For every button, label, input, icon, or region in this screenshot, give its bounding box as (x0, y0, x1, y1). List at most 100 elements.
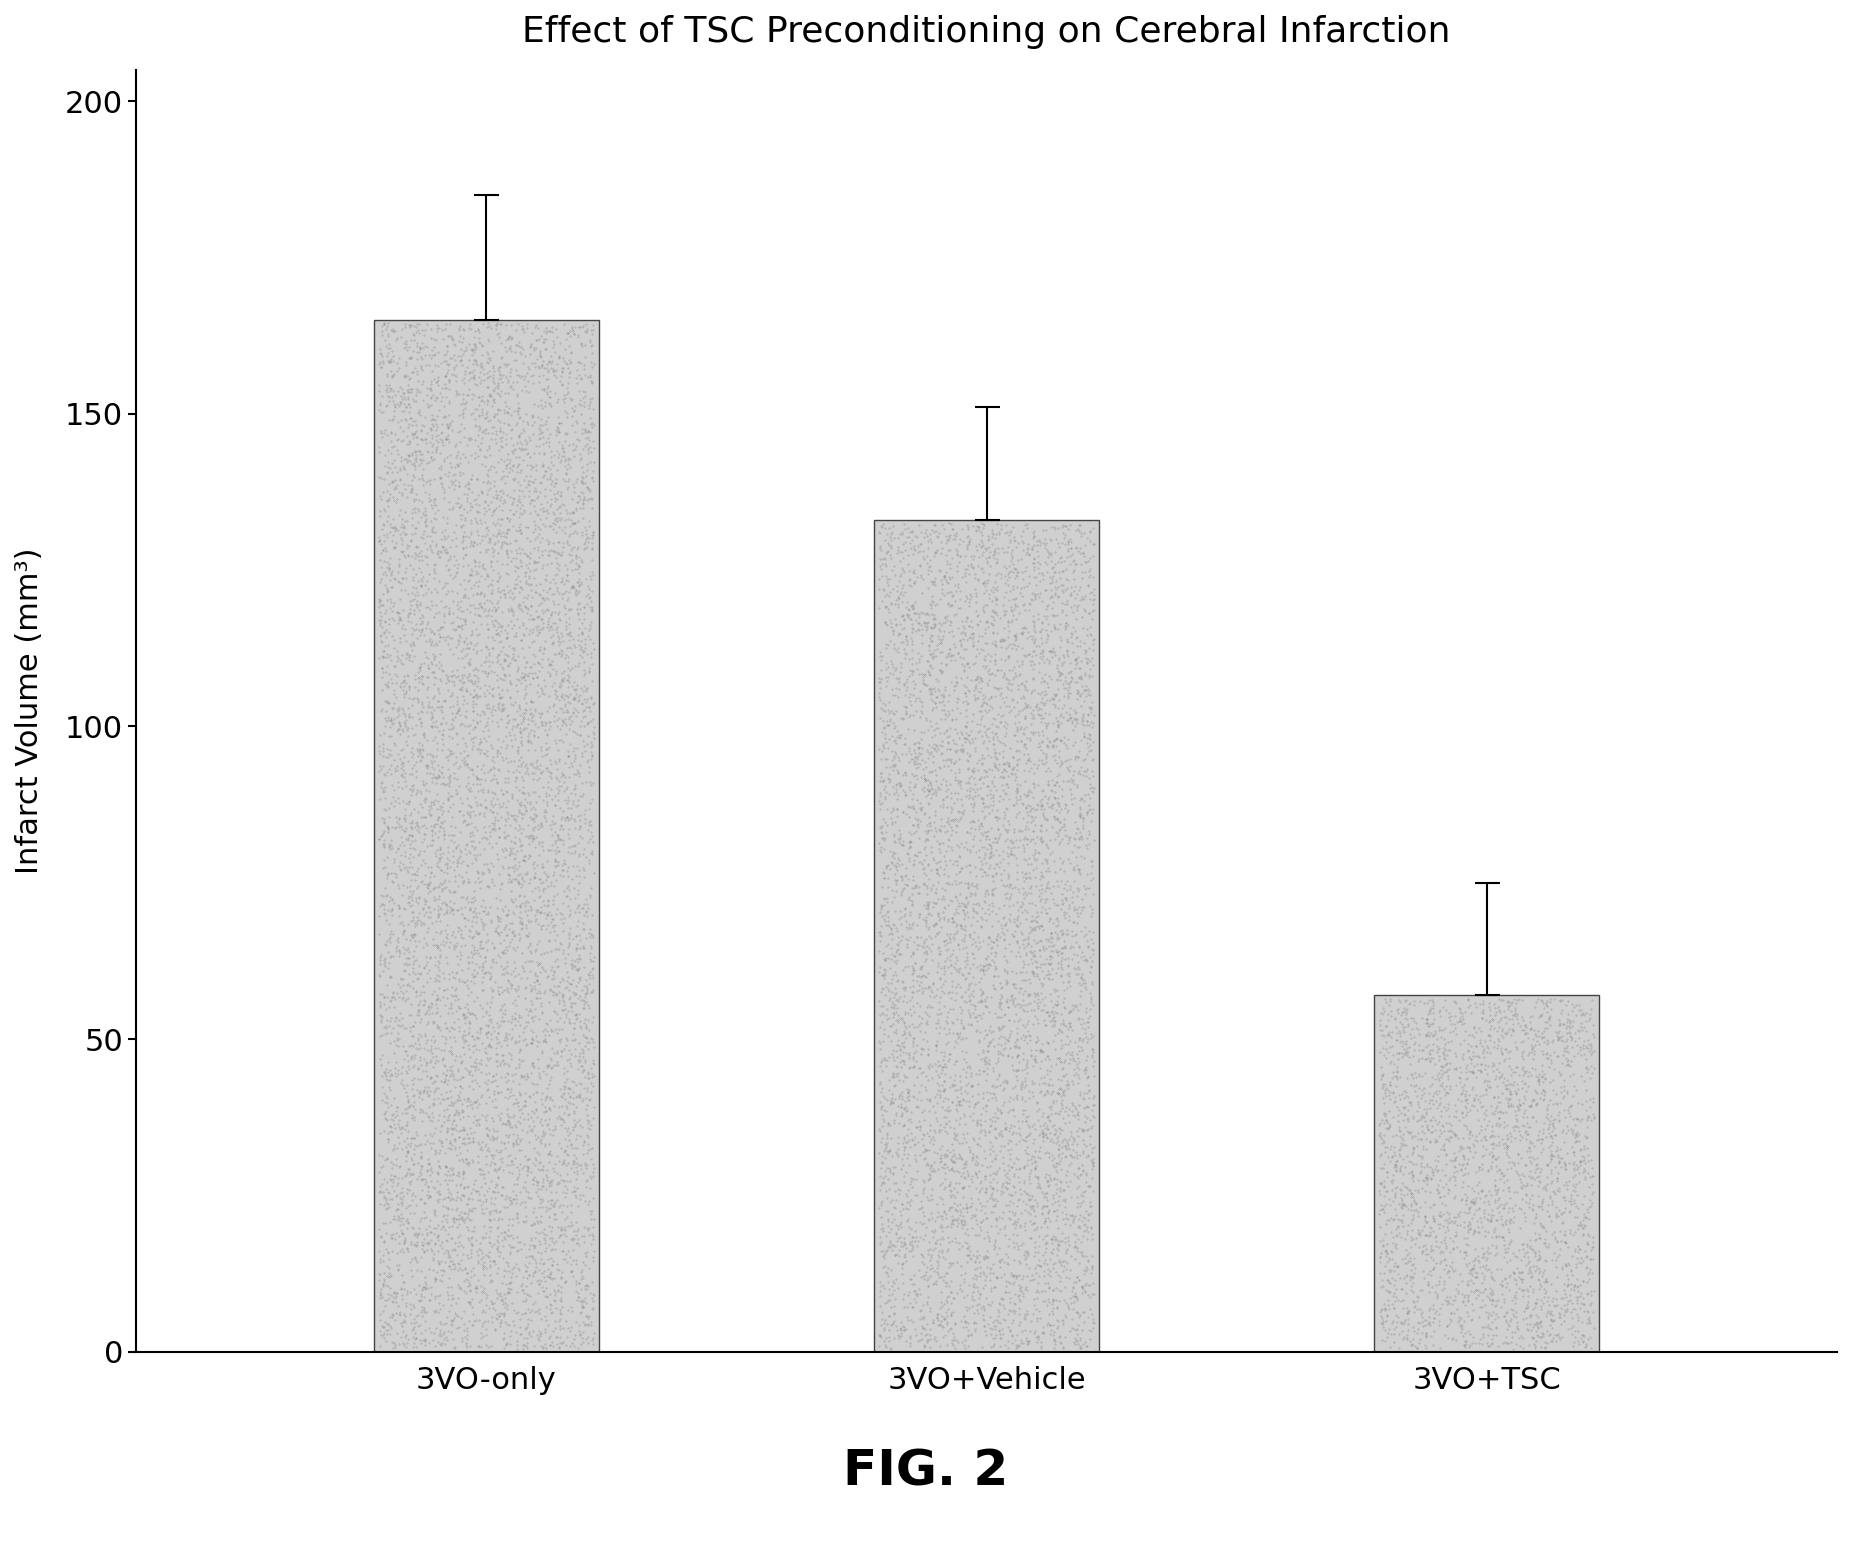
Point (485, 981, 515, 1005)
Point (559, 678, 589, 703)
Point (511, 568, 541, 593)
Point (1050, 1205, 1080, 1230)
Point (520, 615, 550, 640)
Point (574, 796, 604, 821)
Point (498, 376, 528, 401)
Point (998, 1211, 1028, 1236)
Point (1469, 1108, 1498, 1132)
Point (465, 403, 494, 428)
Point (893, 1084, 922, 1109)
Point (509, 1289, 539, 1314)
Point (411, 595, 441, 620)
Point (474, 497, 504, 522)
Point (1441, 1104, 1470, 1129)
Point (378, 318, 407, 342)
Point (1376, 1070, 1406, 1095)
Point (1458, 1190, 1487, 1214)
Point (957, 931, 987, 956)
Point (459, 601, 489, 626)
Point (902, 751, 932, 776)
Point (1067, 1275, 1096, 1300)
Point (574, 1304, 604, 1329)
Point (1420, 1129, 1450, 1154)
Point (380, 421, 409, 446)
Point (983, 1032, 1013, 1056)
Point (1076, 945, 1106, 970)
Point (1048, 1007, 1078, 1032)
Point (887, 1114, 917, 1139)
Point (950, 730, 980, 754)
Point (1485, 988, 1515, 1013)
Point (493, 1077, 522, 1101)
Point (437, 880, 467, 905)
Point (1376, 999, 1406, 1024)
Point (528, 1125, 557, 1149)
Point (402, 1166, 432, 1191)
Point (1365, 1228, 1395, 1253)
Point (517, 708, 546, 733)
Point (415, 900, 444, 925)
Point (430, 1067, 459, 1092)
Point (402, 886, 432, 911)
Point (502, 431, 532, 455)
Point (398, 1055, 428, 1080)
Point (370, 1273, 400, 1298)
Point (1459, 1252, 1489, 1276)
Point (1006, 1077, 1035, 1101)
Point (1424, 1035, 1454, 1060)
Point (1069, 1205, 1098, 1230)
Point (1074, 696, 1104, 720)
Point (456, 1001, 485, 1025)
Point (943, 1098, 972, 1123)
Point (1519, 1193, 1548, 1218)
Point (1011, 1104, 1041, 1129)
Point (561, 578, 591, 603)
Point (1043, 516, 1072, 541)
Point (485, 686, 515, 711)
Point (943, 852, 972, 877)
Point (509, 1016, 539, 1041)
Point (537, 630, 567, 655)
Point (1009, 1247, 1039, 1272)
Point (980, 706, 1009, 731)
Point (507, 1289, 537, 1314)
Point (991, 759, 1020, 784)
Point (550, 1270, 580, 1295)
Point (459, 988, 489, 1013)
Point (1365, 1112, 1395, 1137)
Point (1076, 1216, 1106, 1241)
Point (954, 613, 983, 638)
Point (1500, 1320, 1530, 1345)
Point (1511, 1013, 1541, 1038)
Point (898, 652, 928, 677)
Point (378, 319, 407, 344)
Point (452, 1214, 482, 1239)
Point (393, 472, 422, 497)
Point (411, 771, 441, 796)
Point (526, 737, 556, 762)
Point (1076, 981, 1106, 1005)
Point (1022, 533, 1052, 558)
Point (520, 898, 550, 923)
Point (498, 514, 528, 539)
Point (1545, 1024, 1574, 1049)
Point (1415, 1222, 1445, 1247)
Point (517, 689, 546, 714)
Point (1426, 1024, 1456, 1049)
Point (898, 1025, 928, 1050)
Point (450, 482, 480, 507)
Point (367, 823, 396, 847)
Point (574, 960, 604, 985)
Point (911, 994, 941, 1019)
Point (1474, 1315, 1504, 1340)
Point (1550, 1253, 1580, 1278)
Point (463, 1038, 493, 1063)
Point (991, 520, 1020, 545)
Point (872, 1114, 902, 1139)
Point (1063, 903, 1093, 928)
Point (378, 671, 407, 696)
Point (391, 678, 420, 703)
Point (544, 716, 574, 740)
Point (1554, 1021, 1583, 1046)
Point (557, 853, 587, 878)
